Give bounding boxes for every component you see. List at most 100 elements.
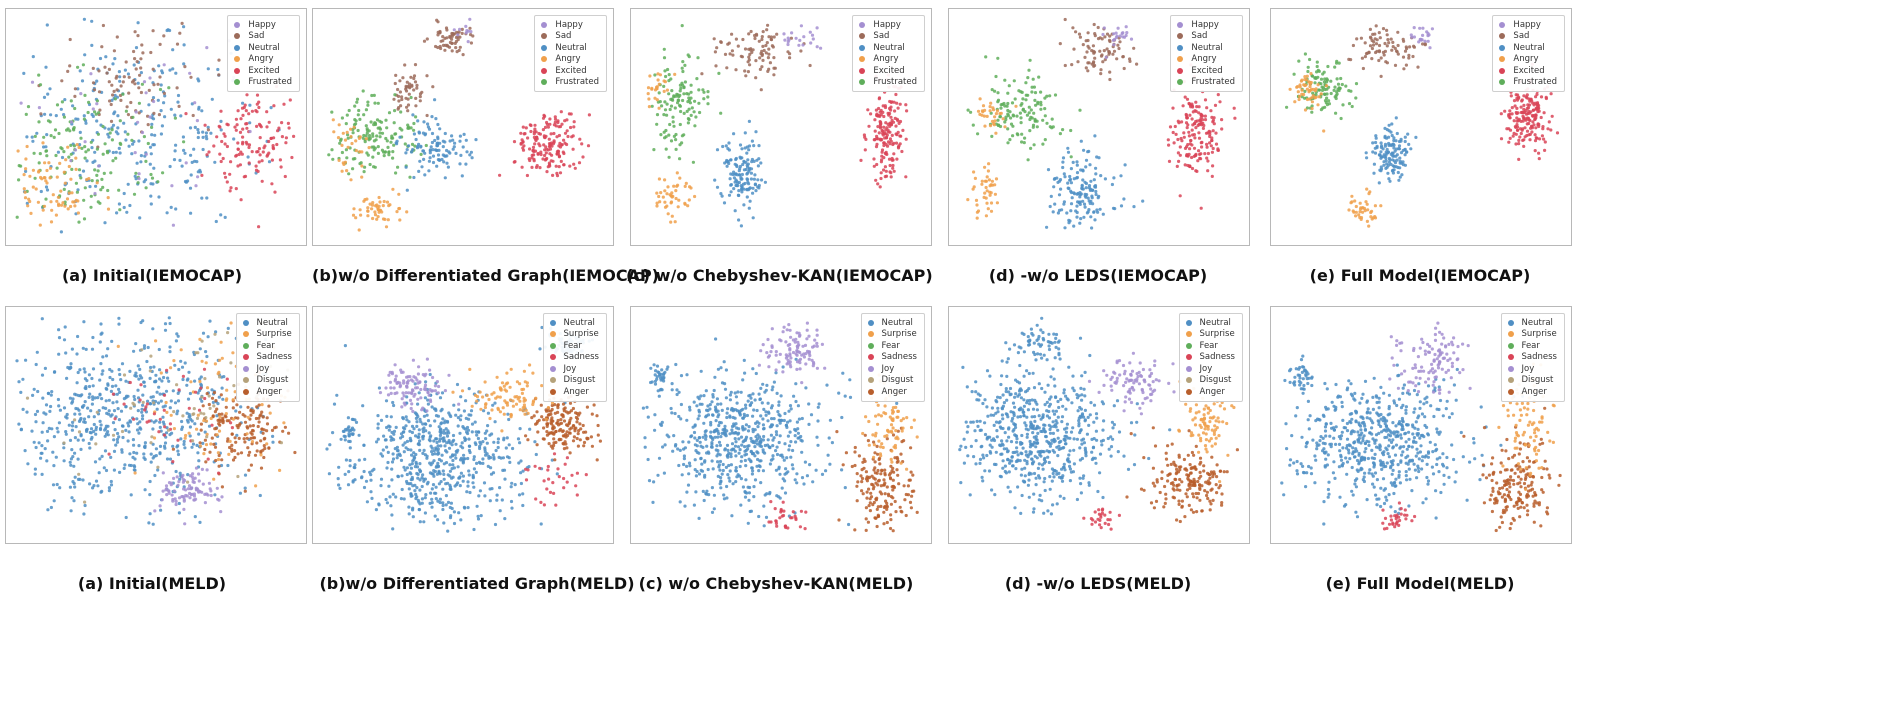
data-point (888, 142, 892, 146)
data-point (995, 201, 999, 205)
data-point (425, 413, 429, 417)
data-point (220, 495, 224, 499)
data-point (454, 456, 458, 460)
data-point (412, 121, 416, 126)
data-point (208, 319, 212, 323)
data-point (1285, 105, 1289, 109)
data-point (31, 185, 35, 189)
data-point (969, 110, 973, 114)
data-point (477, 430, 481, 434)
data-point (74, 406, 78, 411)
data-point (1069, 155, 1073, 159)
data-point (133, 82, 137, 86)
data-point (681, 60, 685, 64)
data-point (1361, 210, 1365, 214)
data-point (392, 403, 396, 408)
cluster-frustrated (650, 24, 723, 164)
data-point (140, 43, 144, 47)
data-point (1313, 81, 1317, 85)
data-point (162, 408, 166, 412)
data-point (92, 484, 96, 488)
data-point (747, 32, 751, 36)
data-point (1410, 35, 1414, 39)
data-point (257, 147, 261, 151)
data-point (544, 151, 548, 155)
data-point (425, 482, 429, 486)
data-point (178, 477, 182, 481)
data-point (107, 80, 111, 84)
data-point (134, 171, 138, 175)
data-point (1208, 134, 1212, 139)
data-point (1211, 129, 1215, 133)
data-point (883, 105, 888, 110)
data-point (141, 414, 145, 418)
data-point (888, 130, 892, 134)
data-point (666, 212, 670, 216)
data-point (1394, 49, 1399, 53)
data-point (1528, 138, 1532, 142)
data-point (409, 126, 413, 130)
data-point (100, 454, 104, 458)
data-point (1377, 181, 1381, 185)
data-point (189, 173, 193, 177)
data-point (432, 474, 436, 478)
data-point (118, 75, 122, 79)
data-point (203, 492, 207, 496)
data-point (47, 161, 51, 165)
data-point (905, 109, 909, 113)
data-point (149, 441, 153, 445)
data-point (203, 447, 207, 452)
data-point (205, 392, 209, 396)
data-point (1197, 111, 1201, 115)
data-point (884, 169, 888, 173)
data-point (110, 138, 114, 142)
data-point (466, 428, 471, 432)
legend-marker (1499, 79, 1506, 86)
data-point (990, 134, 994, 138)
scatter-plot-iemocap-1: Happy Sad Neutral Angry Excited Frustrated (5, 8, 307, 246)
data-point (143, 444, 147, 448)
data-point (766, 23, 770, 27)
data-point (545, 147, 549, 151)
data-point (423, 496, 427, 500)
data-point (216, 67, 220, 72)
data-point (78, 368, 82, 372)
data-point (180, 495, 184, 499)
data-point (985, 114, 989, 118)
data-point (724, 144, 728, 148)
data-point (95, 119, 99, 123)
data-point (742, 203, 746, 207)
data-point (220, 412, 224, 416)
data-point (156, 180, 160, 184)
data-point (372, 165, 376, 169)
data-point (352, 207, 356, 211)
data-point (528, 147, 532, 151)
data-point (999, 111, 1003, 115)
data-point (873, 118, 877, 122)
data-point (897, 144, 901, 148)
data-point (106, 188, 110, 193)
data-point (768, 61, 772, 65)
data-point (219, 340, 223, 344)
legend-label: Frustrated (873, 77, 917, 88)
data-point (229, 421, 233, 425)
data-point (1197, 105, 1201, 109)
data-point (182, 442, 186, 446)
legend-item-angry: Angry (541, 54, 599, 66)
data-point (49, 220, 54, 224)
data-point (198, 337, 202, 341)
data-point (190, 419, 194, 423)
data-point (1121, 31, 1125, 35)
data-point (250, 150, 254, 154)
data-point (391, 527, 395, 531)
data-point (439, 46, 443, 51)
data-point (734, 68, 738, 72)
data-point (662, 79, 666, 83)
data-point (1128, 57, 1132, 61)
data-point (256, 169, 260, 173)
data-point (809, 41, 813, 45)
data-point (476, 517, 481, 521)
data-point (745, 187, 749, 191)
data-point (971, 123, 975, 127)
data-point (54, 213, 59, 217)
